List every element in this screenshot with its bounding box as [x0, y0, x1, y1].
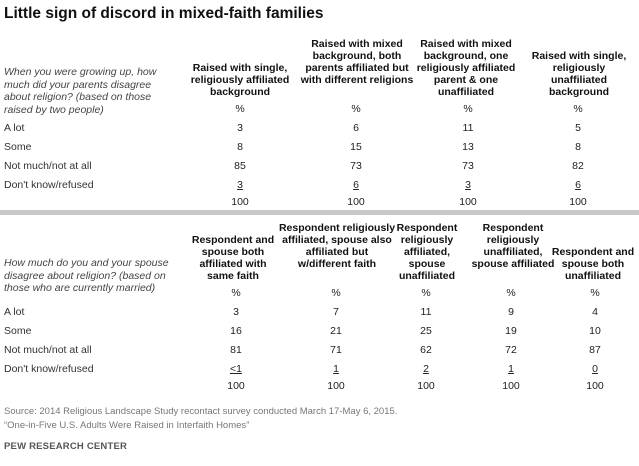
- total-cell: 100: [231, 196, 249, 208]
- row-label: Some: [4, 141, 32, 153]
- section-divider: [0, 210, 639, 215]
- table2-pct-row: % % % % %: [0, 287, 639, 301]
- table-cell: 5: [575, 122, 581, 134]
- page-title: Little sign of discord in mixed-faith fa…: [4, 5, 324, 22]
- table-cell: 73: [350, 160, 362, 172]
- table-cell: 1: [333, 363, 339, 375]
- table-cell: 71: [330, 344, 342, 356]
- table1-question: When you were growing up, how much did y…: [4, 66, 157, 116]
- table-cell: 4: [592, 306, 598, 318]
- table2-col-header-3: Respondent religiously affiliated, spous…: [396, 222, 458, 282]
- table-cell: 8: [237, 141, 243, 153]
- table-row: Not much/not at all 81 71 62 72 87: [0, 344, 639, 358]
- row-label: Not much/not at all: [4, 160, 92, 172]
- table1-pct-row: % % % %: [0, 103, 639, 117]
- table1-total-row: 100 100 100 100: [0, 196, 639, 210]
- pct-cell: %: [235, 103, 245, 115]
- table2-col-header-5: Respondent and spouse both unaffiliated: [551, 246, 635, 282]
- table-cell: 13: [462, 141, 474, 153]
- table-cell: 62: [420, 344, 432, 356]
- pct-cell: %: [573, 103, 583, 115]
- pct-cell: %: [231, 287, 241, 299]
- table2-col-header-4: Respondent religiously unaffiliated, spo…: [471, 222, 555, 270]
- table-cell: 3: [237, 179, 243, 191]
- total-cell: 100: [327, 380, 345, 392]
- table-cell: 6: [353, 122, 359, 134]
- table-cell: 3: [237, 122, 243, 134]
- table-cell: 87: [589, 344, 601, 356]
- row-label: A lot: [4, 306, 25, 318]
- table-cell: 72: [505, 344, 517, 356]
- table-cell: 82: [572, 160, 584, 172]
- row-label: Don't know/refused: [4, 363, 94, 375]
- row-label: Don't know/refused: [4, 179, 94, 191]
- pct-cell: %: [331, 287, 341, 299]
- table-row: A lot 3 7 11 9 4: [0, 306, 639, 320]
- total-cell: 100: [459, 196, 477, 208]
- total-cell: 100: [227, 380, 245, 392]
- table-row: Don't know/refused <1 1 2 1 0: [0, 363, 639, 377]
- table-cell: 81: [230, 344, 242, 356]
- table-cell: 7: [333, 306, 339, 318]
- table-cell: 6: [353, 179, 359, 191]
- table1-col-header-4: Raised with single, religiously unaffili…: [531, 50, 627, 98]
- table2-col-header-1: Respondent and spouse both affiliated wi…: [191, 234, 275, 282]
- table-cell: 3: [233, 306, 239, 318]
- table-cell: 6: [575, 179, 581, 191]
- total-cell: 100: [586, 380, 604, 392]
- table-cell: 21: [330, 325, 342, 337]
- table1-col-header-3: Raised with mixed background, one religi…: [416, 38, 516, 98]
- table-row: A lot 3 6 11 5: [0, 122, 639, 136]
- table-row: Don't know/refused 3 6 3 6: [0, 179, 639, 193]
- brand-logo-text: PEW RESEARCH CENTER: [4, 441, 128, 452]
- table-cell: 9: [508, 306, 514, 318]
- table-cell: 25: [420, 325, 432, 337]
- table-cell: 11: [420, 306, 432, 318]
- table-cell: 10: [589, 325, 601, 337]
- table-cell: 73: [462, 160, 474, 172]
- total-cell: 100: [502, 380, 520, 392]
- table-cell: 3: [465, 179, 471, 191]
- pct-cell: %: [421, 287, 431, 299]
- table-row: Not much/not at all 85 73 73 82: [0, 160, 639, 174]
- row-label: A lot: [4, 122, 25, 134]
- table-cell: 8: [575, 141, 581, 153]
- table-cell: 11: [462, 122, 474, 134]
- table-cell: 2: [423, 363, 429, 375]
- table-cell: 85: [234, 160, 246, 172]
- table-cell: 0: [592, 363, 598, 375]
- pct-cell: %: [463, 103, 473, 115]
- table-row: Some 16 21 25 19 10: [0, 325, 639, 339]
- report-title: “One-in-Five U.S. Adults Were Raised in …: [4, 420, 250, 431]
- total-cell: 100: [347, 196, 365, 208]
- table-cell: 16: [230, 325, 242, 337]
- table2-question: How much do you and your spouse disagree…: [4, 257, 169, 294]
- table1-col-header-2: Raised with mixed background, both paren…: [300, 38, 414, 86]
- total-cell: 100: [569, 196, 587, 208]
- row-label: Some: [4, 325, 32, 337]
- table-cell: 1: [508, 363, 514, 375]
- row-label: Not much/not at all: [4, 344, 92, 356]
- table-row: Some 8 15 13 8: [0, 141, 639, 155]
- pct-cell: %: [506, 287, 516, 299]
- table1-col-header-1: Raised with single, religiously affiliat…: [190, 62, 290, 98]
- table-cell: 19: [505, 325, 517, 337]
- table-cell: 15: [350, 141, 362, 153]
- pct-cell: %: [590, 287, 600, 299]
- table-cell: <1: [230, 363, 242, 375]
- table2-total-row: 100 100 100 100 100: [0, 380, 639, 394]
- pct-cell: %: [351, 103, 361, 115]
- source-note: Source: 2014 Religious Landscape Study r…: [4, 406, 398, 417]
- total-cell: 100: [417, 380, 435, 392]
- table2-col-header-2: Respondent religiously affiliated, spous…: [278, 222, 396, 270]
